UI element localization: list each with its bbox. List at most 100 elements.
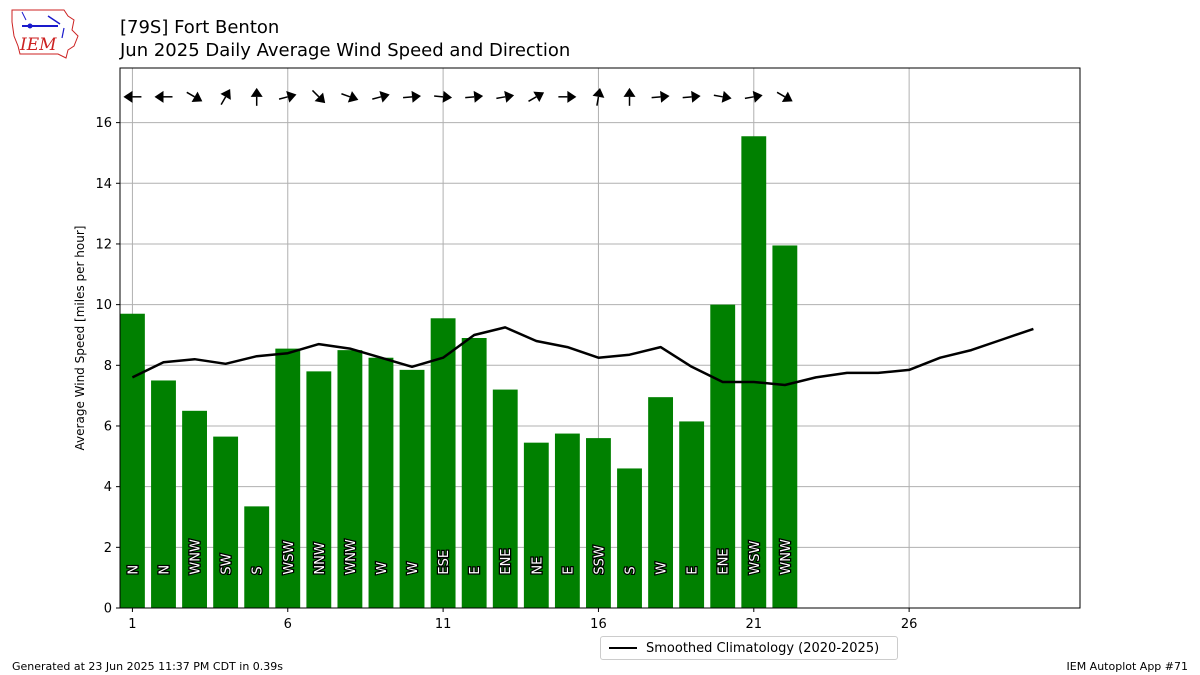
speed-bar (523, 442, 549, 608)
arrow-head (154, 90, 164, 103)
direction-label: NNW (313, 542, 328, 574)
arrow-head (123, 90, 133, 103)
direction-label: WNW (779, 539, 794, 575)
arrow-shaft (713, 94, 723, 98)
speed-bar (648, 397, 674, 608)
arrow-shaft (496, 96, 506, 100)
x-tick-label: 6 (284, 617, 292, 632)
speed-bar (586, 438, 611, 608)
y-tick-label: 16 (95, 116, 112, 131)
direction-arrow (250, 87, 263, 106)
arrow-shaft (403, 96, 413, 99)
arrow-head (592, 87, 605, 98)
speed-bar (213, 436, 239, 608)
arrow-shaft (372, 96, 382, 100)
direction-arrow (123, 90, 142, 103)
direction-arrow (341, 91, 359, 103)
arrow-shaft (596, 96, 600, 106)
speed-bars (120, 136, 798, 608)
direction-arrow (713, 90, 732, 103)
arrow-head (191, 91, 203, 103)
speed-bar (151, 380, 176, 608)
direction-arrow (403, 90, 422, 103)
y-tick-label: 10 (95, 298, 112, 313)
x-tick-label: 26 (901, 617, 918, 632)
direction-arrow (154, 90, 173, 103)
speed-bar (182, 410, 207, 608)
speed-bar (461, 338, 487, 608)
direction-arrow (372, 91, 390, 103)
direction-label: N (157, 565, 172, 575)
direction-arrows (123, 87, 793, 106)
arrow-shaft (465, 96, 475, 99)
direction-label: WNW (344, 539, 359, 575)
direction-label: E (468, 566, 483, 574)
arrow-head (660, 90, 670, 103)
speed-bar (741, 136, 767, 608)
direction-arrow (528, 91, 545, 103)
direction-label: WSW (748, 541, 763, 575)
arrow-head (442, 90, 453, 103)
arrow-shaft (744, 96, 754, 100)
y-tick-label: 14 (95, 177, 112, 192)
arrow-shaft (311, 89, 320, 98)
arrow-shaft (220, 96, 227, 105)
y-tick-label: 8 (104, 359, 112, 374)
direction-label: W (375, 562, 390, 575)
legend: Smoothed Climatology (2020-2025) (600, 636, 898, 660)
direction-arrow (496, 90, 515, 103)
x-tick-label: 11 (435, 617, 452, 632)
plot-frame (119, 67, 1081, 609)
direction-label: S (624, 566, 639, 574)
arrow-head (567, 90, 577, 103)
arrow-head (721, 90, 732, 103)
y-tick-label: 0 (104, 602, 112, 617)
direction-arrow (220, 89, 231, 105)
y-axis-ticks: 0 2 4 6 8 10 12 14 16 (95, 116, 120, 617)
y-tick-label: 6 (104, 419, 112, 434)
chart-subtitle: Jun 2025 Daily Average Wind Speed and Di… (120, 40, 571, 61)
arrow-shaft (278, 96, 288, 100)
footer-app: IEM Autoplot App #71 (1066, 660, 1189, 673)
direction-arrow (651, 90, 670, 103)
direction-label: E (561, 566, 576, 574)
speed-bar (368, 357, 394, 608)
climatology-series-line (131, 326, 1034, 387)
legend-line-swatch (609, 647, 637, 649)
arrow-head (473, 90, 484, 103)
direction-label: SW (220, 553, 235, 574)
arrow-head (314, 92, 326, 104)
speed-bar (617, 468, 642, 608)
arrow-shaft (341, 93, 351, 98)
arrow-head (379, 91, 390, 103)
y-tick-label: 4 (104, 480, 112, 495)
legend-label: Smoothed Climatology (2020-2025) (646, 640, 880, 656)
x-axis-ticks: 1 6 11 16 21 26 (128, 608, 917, 632)
y-axis-label: Average Wind Speed [miles per hour] (73, 226, 87, 451)
speed-bar (554, 433, 580, 608)
direction-arrow (592, 87, 605, 106)
arrow-head (623, 87, 636, 97)
arrow-head (781, 91, 793, 103)
direction-arrow (278, 91, 297, 103)
chart-title: [79S] Fort Benton (120, 17, 280, 38)
arrow-shaft (682, 96, 692, 99)
arrow-shaft (776, 91, 786, 98)
arrow-head (752, 90, 763, 103)
speed-bar (679, 421, 705, 608)
y-tick-label: 2 (104, 541, 112, 556)
direction-label: W (655, 562, 670, 575)
speed-bar (306, 371, 332, 608)
speed-bar (430, 318, 456, 608)
arrow-head (250, 87, 263, 97)
direction-label: N (126, 565, 141, 575)
direction-label: SSW (592, 545, 607, 575)
y-tick-label: 12 (95, 237, 112, 252)
speed-bar (120, 313, 145, 608)
arrow-shaft (186, 91, 195, 98)
direction-label: WSW (282, 541, 297, 575)
direction-arrow (776, 91, 793, 103)
speed-bar (275, 348, 301, 608)
speed-bar (492, 389, 518, 608)
